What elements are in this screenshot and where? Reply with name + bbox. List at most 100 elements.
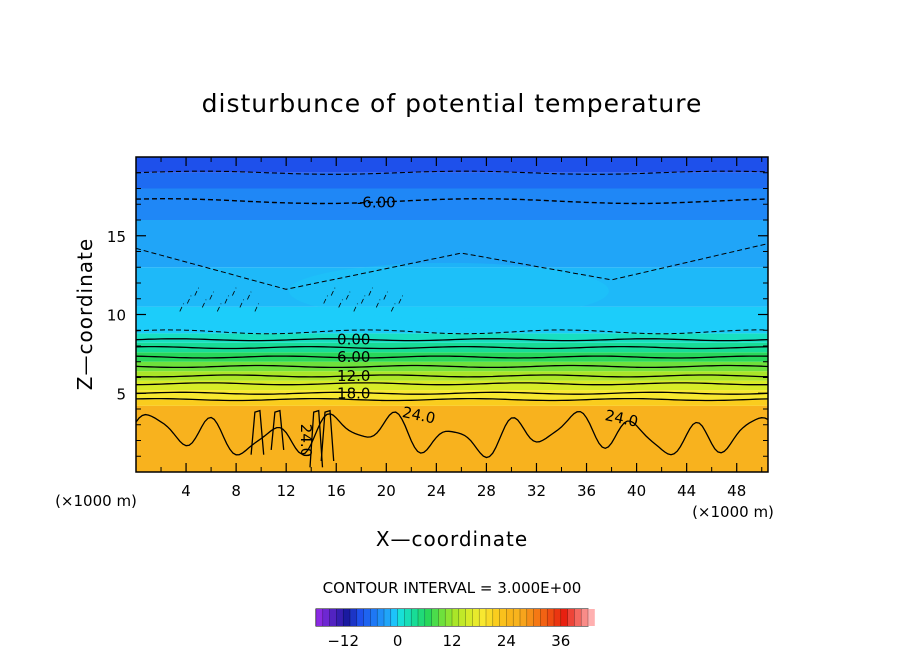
colorbar-cell bbox=[363, 609, 371, 626]
colorbar-cell bbox=[343, 609, 350, 626]
contour-line bbox=[179, 303, 184, 312]
temperature-band bbox=[136, 333, 768, 343]
chart-title: disturbunce of potential temperature bbox=[202, 89, 703, 118]
colorbar-cell bbox=[465, 609, 473, 626]
x-tick-label: 4 bbox=[181, 482, 191, 500]
contour-line bbox=[216, 303, 222, 312]
contour-line bbox=[239, 299, 244, 308]
contour-line bbox=[330, 287, 336, 296]
x-axis: 4 8 12 16 20 24 28 32 36 40 44 48 bbox=[160, 157, 763, 500]
contour-line bbox=[136, 243, 768, 290]
x-axis-label: X—coordinate bbox=[376, 527, 528, 551]
contour-line bbox=[368, 287, 373, 296]
colorbar-cell bbox=[513, 609, 520, 626]
y-axis-label: Z—coordinate bbox=[73, 238, 97, 390]
colorbar-cell bbox=[458, 609, 466, 626]
x-tick-label: 12 bbox=[277, 482, 296, 500]
contour-label: 0.00 bbox=[337, 331, 370, 349]
colorbar-cell bbox=[479, 609, 486, 626]
colorbar-tick-label: 24 bbox=[497, 632, 516, 650]
temperature-band bbox=[136, 390, 768, 400]
x-tick-label: 24 bbox=[427, 482, 446, 500]
colorbar-cell bbox=[499, 609, 507, 626]
colorbar-cell bbox=[418, 609, 425, 626]
temperature-band bbox=[136, 352, 768, 362]
colorbar-cell bbox=[554, 609, 561, 626]
contour-lines bbox=[136, 170, 768, 468]
temperature-band bbox=[136, 405, 768, 472]
colorbar-cell bbox=[486, 609, 493, 626]
y-axis: 5 10 15 bbox=[107, 172, 768, 457]
colorbar-cell bbox=[411, 609, 418, 626]
colorbar-cell bbox=[533, 609, 541, 626]
contour-line bbox=[398, 295, 403, 304]
contour-label: 6.00 bbox=[337, 348, 370, 366]
colorbar-cell bbox=[526, 609, 534, 626]
contour-line bbox=[270, 409, 285, 450]
colorbar-tick-label: 36 bbox=[551, 632, 570, 650]
x-tick-label: 20 bbox=[377, 482, 396, 500]
x-axis-unit-left: (×1000 m) bbox=[55, 492, 137, 510]
contour-line bbox=[390, 303, 396, 312]
temperature-band bbox=[136, 380, 768, 391]
contour-line bbox=[136, 329, 768, 335]
x-tick-label: 36 bbox=[577, 482, 596, 500]
colorbar-cell bbox=[397, 609, 405, 626]
colorbar-ticks: −12 0 12 24 36 bbox=[327, 632, 570, 650]
contour-line bbox=[186, 295, 192, 304]
x-tick-label: 44 bbox=[677, 482, 696, 500]
contour-line bbox=[136, 410, 768, 459]
colorbar-cell bbox=[547, 609, 554, 626]
colorbar-cell bbox=[588, 609, 595, 626]
contour-line bbox=[201, 299, 207, 308]
contour-line bbox=[136, 345, 768, 350]
temperature-band bbox=[136, 399, 768, 406]
contour-line bbox=[345, 291, 351, 300]
contour-line bbox=[375, 299, 381, 308]
colorbar-cell bbox=[390, 609, 398, 626]
temperature-band bbox=[136, 172, 768, 189]
x-tick-label: 16 bbox=[327, 482, 346, 500]
x-tick-label: 32 bbox=[527, 482, 546, 500]
colorbar-cell bbox=[377, 609, 384, 626]
x-tick-label: 28 bbox=[477, 482, 496, 500]
colorbar: −12 0 12 24 36 bbox=[315, 608, 595, 650]
colorbar-cell bbox=[581, 609, 588, 626]
contour-line bbox=[136, 355, 768, 359]
colorbar-cell bbox=[370, 609, 378, 626]
temperature-band bbox=[136, 342, 768, 353]
contour-line bbox=[353, 303, 358, 312]
colorbar-cell bbox=[574, 609, 582, 626]
contour-line bbox=[254, 303, 259, 312]
y-tick-label: 5 bbox=[116, 385, 126, 403]
y-tick-label: 15 bbox=[107, 228, 126, 246]
contour-line bbox=[136, 170, 768, 175]
contour-label: 18.0 bbox=[337, 384, 370, 402]
colorbar-cell bbox=[567, 609, 575, 626]
x-axis-unit-right: (×1000 m) bbox=[692, 503, 774, 521]
colorbar-cell bbox=[350, 609, 357, 626]
colorbar-cell bbox=[384, 609, 391, 626]
contour-line bbox=[338, 299, 343, 308]
colorbar-cell bbox=[336, 609, 344, 626]
contour-line bbox=[360, 295, 366, 304]
contour-line bbox=[136, 338, 768, 342]
colorbar-cell bbox=[540, 609, 548, 626]
temperature-band bbox=[136, 188, 768, 220]
contour-line bbox=[194, 287, 199, 296]
contour-line bbox=[209, 291, 214, 300]
x-tick-label: 40 bbox=[627, 482, 646, 500]
contour-label: 12.0 bbox=[337, 367, 370, 385]
contour-line bbox=[323, 295, 328, 304]
colorbar-divisions bbox=[315, 609, 595, 626]
contour-line bbox=[136, 374, 768, 378]
x-tick-label: 8 bbox=[231, 482, 241, 500]
colorbar-cell bbox=[520, 609, 527, 626]
colorbar-cell bbox=[404, 609, 412, 626]
colorbar-tick-label: 0 bbox=[393, 632, 403, 650]
y-tick-label: 10 bbox=[107, 307, 126, 325]
contour-line bbox=[320, 409, 335, 462]
colorbar-cell bbox=[431, 609, 439, 626]
contour-interval-label: CONTOUR INTERVAL = 3.000E+00 bbox=[323, 579, 582, 597]
